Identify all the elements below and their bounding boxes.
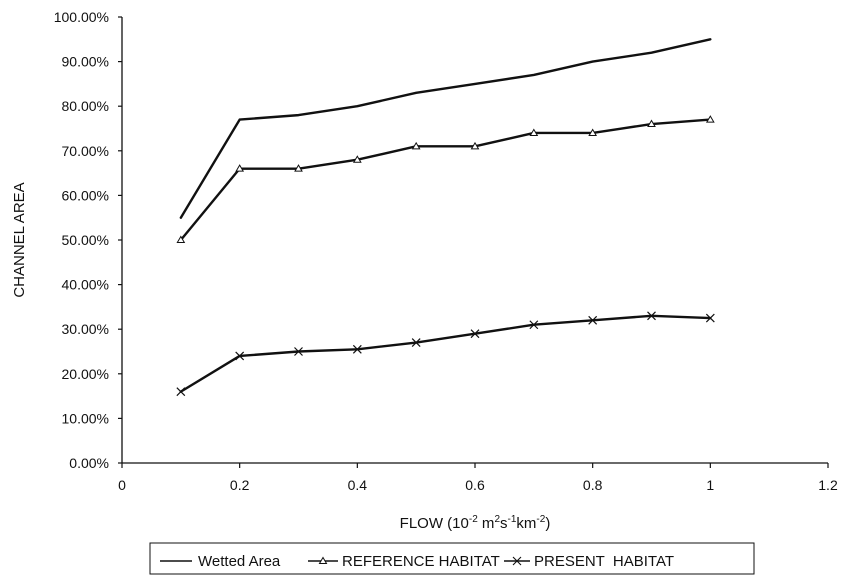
legend-x-marker [512, 556, 522, 566]
series-layer [176, 38, 715, 397]
x-tick-label: 0.8 [583, 477, 603, 493]
y-tick-label: 10.00% [62, 410, 109, 426]
y-axis-title: CHANNEL AREA [11, 182, 28, 297]
data-point-present-habitat [294, 347, 303, 356]
x-axis-title-part: ) [545, 515, 550, 532]
x-tick-label: 1 [706, 477, 714, 493]
data-point-reference-habitat [294, 164, 303, 172]
series-line-wetted-area [179, 38, 712, 219]
x-tick-label: 0.2 [230, 477, 250, 493]
series-line-reference-habitat [179, 118, 712, 242]
legend-label-reference-habitat: REFERENCE HABITAT [342, 553, 500, 570]
y-tick-label: 90.00% [62, 54, 109, 70]
data-point-reference-habitat [411, 141, 421, 150]
x-tick-label: 1.2 [818, 477, 838, 493]
x-axis-ticks: 0 0.2 0.4 0.6 0.8 1 1.2 [118, 463, 838, 493]
series-line-present-habitat [179, 314, 712, 393]
data-point-present-habitat [470, 329, 480, 339]
x-tick-label: 0 [118, 477, 126, 493]
x-axis-title-part: m [478, 515, 495, 532]
y-tick-label: 60.00% [62, 187, 109, 203]
legend-item-reference-habitat: REFERENCE HABITAT [308, 553, 500, 570]
y-tick-label: 70.00% [62, 143, 109, 159]
legend-item-wetted-area: Wetted Area [160, 553, 281, 570]
y-tick-label: 20.00% [62, 366, 109, 382]
data-point-reference-habitat [529, 128, 539, 136]
legend: Wetted Area REFERENCE HABITAT PRESENT HA… [149, 542, 755, 575]
data-point-present-habitat [529, 320, 539, 330]
x-axis-title-superscript: -2 [469, 514, 478, 525]
x-tick-label: 0.4 [348, 477, 368, 493]
y-tick-label: 0.00% [69, 455, 109, 471]
y-tick-label: 50.00% [62, 232, 109, 248]
x-axis-title: FLOW (10-2 m2s-1km-2) [400, 514, 551, 532]
legend-box [149, 542, 755, 575]
y-tick-label: 80.00% [62, 98, 109, 114]
legend-label-present-habitat: PRESENT HABITAT [534, 553, 674, 570]
legend-triangle-marker [318, 556, 328, 564]
x-axis-title-part: FLOW (10 [400, 515, 469, 532]
x-axis-title-superscript: -2 [536, 514, 545, 525]
x-axis-title-superscript: -1 [508, 514, 517, 525]
data-point-present-habitat [352, 344, 362, 354]
legend-item-present-habitat: PRESENT HABITAT [504, 553, 674, 570]
x-axis-title-part: s [500, 515, 508, 532]
plot-area: 0.00% 10.00% 20.00% 30.00% 40.00% 50.00% 60.00… [54, 9, 838, 493]
data-point-reference-habitat [352, 155, 362, 163]
data-point-present-habitat [705, 313, 715, 323]
data-point-reference-habitat [647, 119, 656, 128]
data-point-present-habitat [235, 351, 245, 361]
legend-label-wetted-area: Wetted Area [198, 553, 281, 570]
x-axis-title-superscript: 2 [494, 514, 500, 525]
data-point-reference-habitat [470, 141, 480, 150]
y-tick-label: 100.00% [54, 9, 109, 25]
data-point-present-habitat [411, 338, 421, 348]
y-axis-ticks: 0.00% 10.00% 20.00% 30.00% 40.00% 50.00% 60.00… [54, 9, 122, 471]
y-tick-label: 30.00% [62, 321, 109, 337]
data-point-reference-habitat [176, 235, 186, 243]
y-tick-label: 40.00% [62, 277, 109, 293]
data-point-reference-habitat [235, 164, 245, 172]
data-point-present-habitat [176, 387, 186, 397]
data-point-present-habitat [647, 311, 656, 321]
data-point-present-habitat [588, 315, 598, 325]
data-point-reference-habitat [588, 128, 598, 136]
x-axis-title-part: km [516, 515, 536, 532]
data-point-reference-habitat [705, 115, 715, 123]
x-tick-label: 0.6 [465, 477, 485, 493]
